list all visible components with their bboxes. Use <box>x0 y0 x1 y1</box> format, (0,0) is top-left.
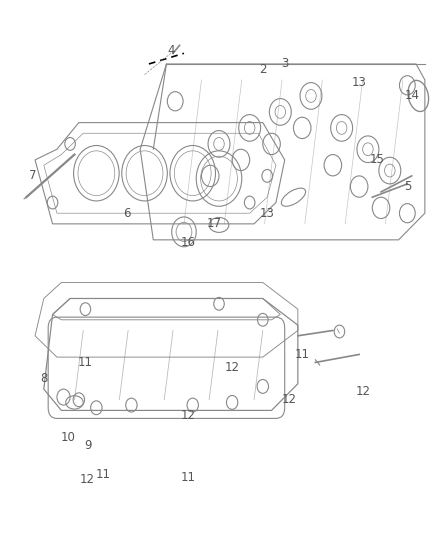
Text: 7: 7 <box>29 169 37 182</box>
Text: 12: 12 <box>356 385 371 398</box>
Text: 4: 4 <box>167 44 175 57</box>
Text: 11: 11 <box>181 471 196 483</box>
Text: 17: 17 <box>207 217 222 230</box>
Text: 3: 3 <box>281 58 288 70</box>
Text: 10: 10 <box>60 431 75 443</box>
Text: 14: 14 <box>404 90 419 102</box>
Text: 12: 12 <box>181 409 196 422</box>
Text: 6: 6 <box>123 207 131 220</box>
Text: 12: 12 <box>282 393 297 406</box>
Text: 2: 2 <box>259 63 267 76</box>
Text: 9: 9 <box>84 439 92 451</box>
Text: 8: 8 <box>40 372 47 385</box>
Text: 12: 12 <box>225 361 240 374</box>
Text: 16: 16 <box>181 236 196 249</box>
Text: 11: 11 <box>295 348 310 361</box>
Text: 15: 15 <box>369 154 384 166</box>
Text: 12: 12 <box>80 473 95 486</box>
Text: 5: 5 <box>404 180 411 193</box>
Text: 13: 13 <box>352 76 367 89</box>
Text: 11: 11 <box>95 468 110 481</box>
Text: 13: 13 <box>260 207 275 220</box>
Text: 11: 11 <box>78 356 93 369</box>
